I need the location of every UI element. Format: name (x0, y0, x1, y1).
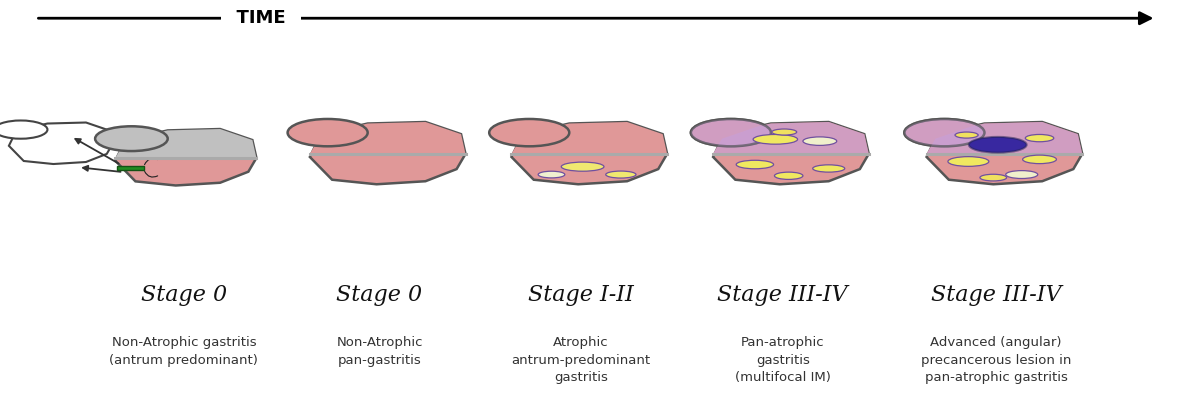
Polygon shape (926, 122, 1082, 184)
Polygon shape (310, 122, 465, 154)
Text: Stage 0: Stage 0 (141, 284, 227, 305)
Ellipse shape (803, 137, 836, 145)
Ellipse shape (606, 171, 636, 178)
Ellipse shape (980, 174, 1007, 181)
Polygon shape (713, 122, 868, 154)
Text: Stage 0: Stage 0 (337, 284, 422, 305)
Text: Stage I-II: Stage I-II (528, 284, 635, 305)
Text: Non-Atrophic
pan-gastritis: Non-Atrophic pan-gastritis (337, 336, 422, 367)
Polygon shape (926, 122, 1082, 154)
Ellipse shape (774, 172, 803, 179)
Polygon shape (926, 122, 1082, 154)
Circle shape (904, 119, 984, 146)
Ellipse shape (969, 137, 1027, 153)
Ellipse shape (772, 129, 797, 135)
Polygon shape (511, 122, 667, 154)
Circle shape (690, 119, 771, 146)
Ellipse shape (561, 162, 604, 171)
Polygon shape (115, 129, 256, 158)
Text: Non-Atrophic gastritis
(antrum predominant): Non-Atrophic gastritis (antrum predomina… (109, 336, 259, 367)
Circle shape (904, 119, 984, 146)
Circle shape (287, 119, 368, 146)
Ellipse shape (812, 165, 844, 172)
Polygon shape (115, 129, 256, 185)
Polygon shape (713, 122, 868, 154)
Ellipse shape (955, 132, 978, 138)
Ellipse shape (753, 134, 797, 144)
Ellipse shape (538, 171, 565, 178)
Polygon shape (713, 122, 868, 184)
Text: TIME: TIME (224, 9, 298, 27)
Circle shape (690, 119, 771, 146)
Text: Atrophic
antrum-predominant
gastritis: Atrophic antrum-predominant gastritis (511, 336, 651, 384)
Ellipse shape (1006, 171, 1038, 179)
Ellipse shape (737, 160, 773, 169)
Ellipse shape (1025, 134, 1053, 142)
Ellipse shape (1022, 155, 1057, 164)
Circle shape (489, 119, 569, 146)
Text: Stage III-IV: Stage III-IV (931, 284, 1061, 305)
Circle shape (0, 120, 47, 139)
Text: Advanced (angular)
precancerous lesion in
pan-atrophic gastritis: Advanced (angular) precancerous lesion i… (922, 336, 1071, 384)
Ellipse shape (948, 157, 989, 166)
Polygon shape (310, 122, 465, 184)
Text: Pan-atrophic
gastritis
(multifocal IM): Pan-atrophic gastritis (multifocal IM) (735, 336, 830, 384)
Polygon shape (511, 122, 667, 184)
Text: Stage III-IV: Stage III-IV (718, 284, 848, 305)
Circle shape (95, 126, 167, 151)
Polygon shape (117, 166, 144, 170)
Polygon shape (8, 122, 113, 164)
